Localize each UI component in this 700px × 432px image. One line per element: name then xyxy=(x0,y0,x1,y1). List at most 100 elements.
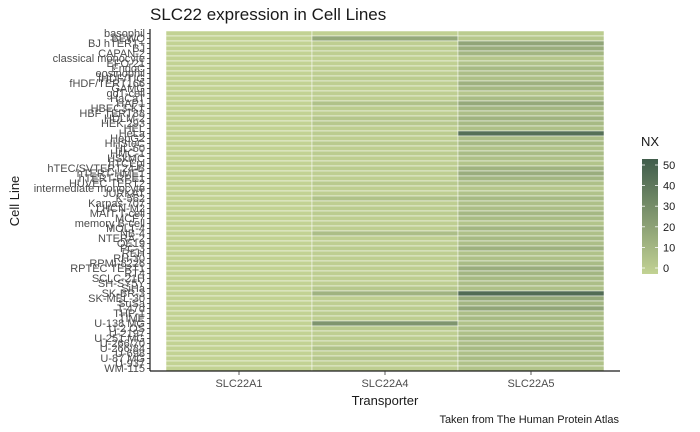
heatmap-cell xyxy=(165,240,313,247)
heatmap-cell xyxy=(457,85,605,92)
heatmap-cell xyxy=(457,235,605,242)
y-tick-label: THP-1 xyxy=(113,308,145,320)
heatmap-cell xyxy=(311,110,459,117)
heatmap-cell xyxy=(311,280,459,287)
y-tick-label: U-2197 xyxy=(109,328,145,340)
heatmap-cell xyxy=(457,60,605,67)
y-tick-label: U-266/84 xyxy=(100,343,145,355)
heatmap-cell xyxy=(457,330,605,337)
heatmap-cell xyxy=(457,45,605,52)
heatmap-cell xyxy=(311,35,459,42)
heatmap-cell xyxy=(165,200,313,207)
y-tick-label: RPTEC TERT1 xyxy=(70,263,145,275)
heatmap-cell xyxy=(457,310,605,317)
y-tick-label: basophil xyxy=(104,28,145,40)
heatmap-cell xyxy=(457,265,605,272)
y-tick-label: SK-MEL-30 xyxy=(88,293,145,305)
heatmap-cell xyxy=(457,345,605,352)
y-tick-label: U-937 xyxy=(115,358,145,370)
heatmap-cell xyxy=(311,145,459,152)
heatmap-cell xyxy=(457,130,605,137)
y-tick-label: EFO-21 xyxy=(106,58,145,70)
y-tick-label: BJ xyxy=(132,43,145,55)
y-tick-label: hTERT-HME1 xyxy=(77,168,145,180)
heatmap-cell xyxy=(311,295,459,302)
heatmap-cell xyxy=(311,140,459,147)
heatmap-cell xyxy=(311,60,459,67)
heatmap-cell xyxy=(311,90,459,97)
y-tick-label: HAP1 xyxy=(116,98,145,110)
heatmap-cell xyxy=(457,255,605,262)
heatmap-cell xyxy=(457,260,605,267)
heatmap-cell xyxy=(165,310,313,317)
heatmap-cell xyxy=(311,340,459,347)
heatmap-cell xyxy=(311,215,459,222)
legend-tick-label: 40 xyxy=(663,181,675,193)
heatmap-cell xyxy=(457,350,605,357)
heatmap-cell xyxy=(165,80,313,87)
heatmap-cell xyxy=(311,120,459,127)
heatmap-cell xyxy=(165,175,313,182)
y-tick-label: CAPAN-2 xyxy=(98,48,145,60)
y-tick-label: hTCEpi xyxy=(108,158,145,170)
y-tick-label: HEK 293 xyxy=(101,118,145,130)
heatmap-cell xyxy=(457,220,605,227)
heatmap-cell xyxy=(311,235,459,242)
heatmap-cell xyxy=(165,160,313,167)
heatmap-cell xyxy=(457,75,605,82)
heatmap-cell xyxy=(311,315,459,322)
heatmap-cell xyxy=(165,345,313,352)
y-tick-label: BEWO xyxy=(111,33,145,45)
x-tick-label: SLC22A5 xyxy=(507,378,554,390)
y-tick-label: HDLM-2 xyxy=(104,113,145,125)
heatmap-cell xyxy=(457,195,605,202)
legend-colorbar xyxy=(642,159,658,274)
y-tick-label: MOLT-4 xyxy=(106,223,145,235)
heatmap-cell xyxy=(311,245,459,252)
heatmap-cell xyxy=(457,95,605,102)
heatmap-cell xyxy=(457,160,605,167)
heatmap-cell xyxy=(311,230,459,237)
heatmap-cell xyxy=(165,265,313,272)
heatmap-cell xyxy=(311,220,459,227)
heatmap-cell xyxy=(311,200,459,207)
heatmap-cell xyxy=(165,110,313,117)
heatmap-cell xyxy=(457,70,605,77)
heatmap-cell xyxy=(311,165,459,172)
chart-caption: Taken from The Human Protein Atlas xyxy=(439,414,619,426)
y-tick-label: SH-SY5Y xyxy=(98,278,146,290)
heatmap-cell xyxy=(457,115,605,122)
y-tick-label: MCF7 xyxy=(115,213,145,225)
heatmap-cell xyxy=(165,170,313,177)
heatmap-cell xyxy=(311,310,459,317)
heatmap-cell xyxy=(457,200,605,207)
heatmap-cell xyxy=(311,150,459,157)
heatmap-cell xyxy=(165,90,313,97)
y-tick-label: SK-BR-3 xyxy=(102,288,145,300)
heatmap-cell xyxy=(165,195,313,202)
heatmap-cell xyxy=(311,300,459,307)
heatmap-cell xyxy=(457,120,605,127)
y-tick-label: U-138 MG xyxy=(94,318,145,330)
heatmap-cell xyxy=(311,205,459,212)
y-tick-label: intermediate monocyte xyxy=(34,183,145,195)
heatmap-cell xyxy=(311,170,459,177)
y-tick-label: HL-60 xyxy=(115,143,145,155)
y-tick-label: MAIT T-cell xyxy=(90,208,145,220)
heatmap-cell xyxy=(457,270,605,277)
heatmap-cell xyxy=(311,270,459,277)
y-tick-label: eosinophil xyxy=(95,68,145,80)
heatmap-cell xyxy=(457,180,605,187)
heatmap-cell xyxy=(165,215,313,222)
heatmap-cell xyxy=(457,65,605,72)
heatmap-cell xyxy=(311,175,459,182)
heatmap-cell xyxy=(165,255,313,262)
heatmap-cell xyxy=(311,305,459,312)
legend-tick-label: 10 xyxy=(663,242,675,254)
y-tick-label: RPMI-8226 xyxy=(89,258,145,270)
y-tick-label: U-698 xyxy=(115,348,145,360)
heatmap-cell xyxy=(457,165,605,172)
heatmap-cell xyxy=(311,125,459,132)
heatmap-cell xyxy=(165,290,313,297)
